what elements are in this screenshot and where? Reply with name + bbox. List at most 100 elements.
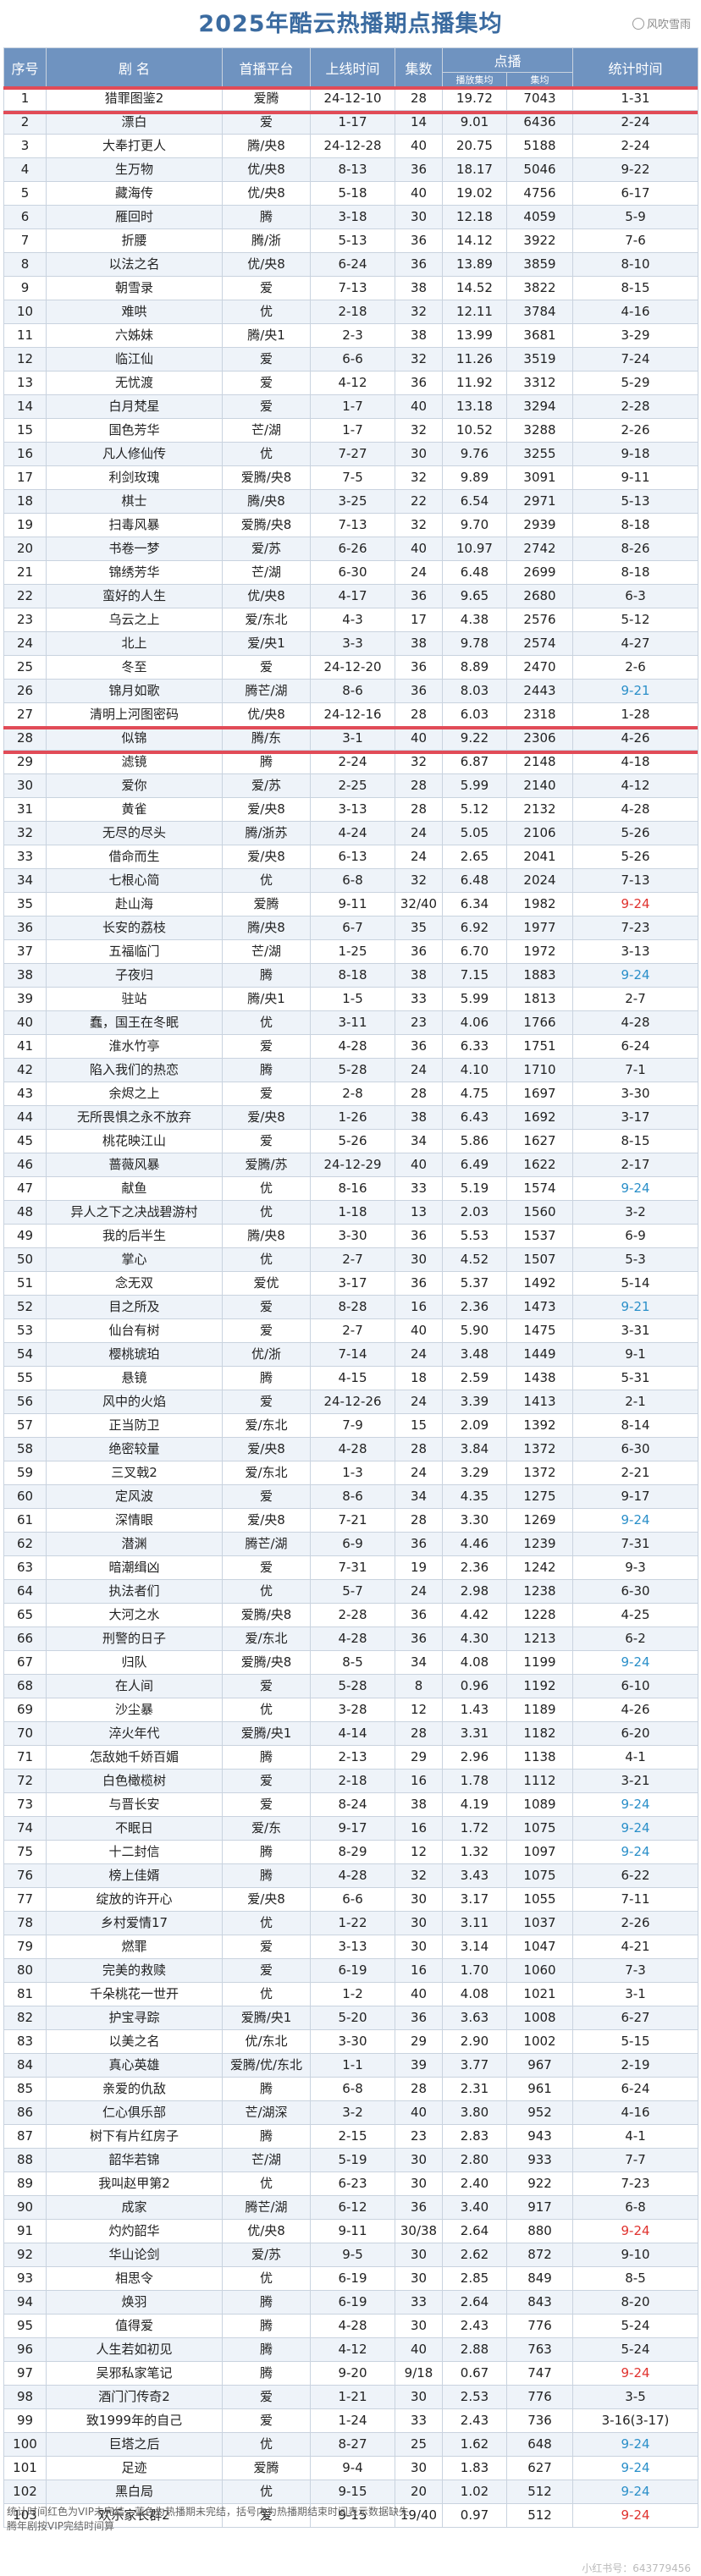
- cell-seq: 95: [3, 2314, 47, 2338]
- cell-platform: 爱: [222, 347, 311, 372]
- cell-plays: 0.67: [442, 2361, 507, 2386]
- table-row: 12 临江仙爱 6-6 32 11.26 3519 7-24: [3, 347, 699, 372]
- cell-seq: 46: [3, 1153, 47, 1177]
- cell-episodes: 32: [395, 513, 443, 537]
- cell-stat: 4-12: [572, 773, 699, 798]
- cell-stat: 5-31: [572, 1366, 699, 1390]
- cell-online: 8-16: [310, 1176, 395, 1201]
- cell-plays: 5.99: [442, 987, 507, 1011]
- cell-online: 9-11: [310, 2219, 395, 2243]
- cell-avg: 2024: [505, 868, 574, 893]
- cell-episodes: 36: [395, 371, 443, 395]
- table-row: 82 护宝寻踪 爱腾/央1 5-20 36 3.63 1008 6-27: [3, 2006, 699, 2030]
- cell-avg: 849: [505, 2266, 574, 2291]
- cell-stat: 9-24: [572, 2432, 699, 2457]
- ranking-table: 序号 剧 名 首播平台 上线时间 集数 点播 统计时间 播放集均 集均 1 猎罪图…: [3, 47, 699, 2528]
- col-online: 上线时间: [310, 47, 395, 87]
- cell-plays: 2.64: [442, 2290, 507, 2315]
- cell-episodes: 36: [395, 584, 443, 608]
- cell-avg: 1002: [505, 2029, 574, 2054]
- cell-avg: 1622: [505, 1153, 574, 1177]
- cell-online: 2-3: [310, 323, 395, 348]
- table-row: 11 六姊妹 腾/央1 2-3 38 13.99 3681 3-29: [3, 323, 699, 348]
- cell-online: 7-5: [310, 465, 395, 490]
- cell-stat: 2-7: [572, 987, 699, 1011]
- table-row: 45 桃花映江山爱 5-26 34 5.86 1627 8-15: [3, 1129, 699, 1153]
- cell-episodes: 15: [395, 1413, 443, 1438]
- cell-avg: 648: [505, 2432, 574, 2457]
- cell-platform: 爱: [222, 276, 311, 300]
- cell-plays: 11.92: [442, 371, 507, 395]
- cell-stat: 4-16: [572, 2100, 699, 2125]
- cell-name: 相思令: [46, 2266, 223, 2291]
- weibo-icon: [632, 18, 644, 30]
- cell-episodes: 40: [395, 134, 443, 158]
- cell-plays: 1.83: [442, 2456, 507, 2480]
- cell-episodes: 28: [395, 773, 443, 798]
- table-row: 91 灼灼韶华 优/央8 9-11 30/38 2.64 880 9-24: [3, 2219, 699, 2243]
- table-row: 19 扫毒风暴 爱腾/央8 7-13 32 9.70 2939 8-18: [3, 513, 699, 537]
- cell-online: 6-6: [310, 1887, 395, 1912]
- cell-seq: 56: [3, 1390, 47, 1414]
- cell-episodes: 34: [395, 1129, 443, 1153]
- cell-plays: 1.78: [442, 1769, 507, 1793]
- cell-name: 焕羽: [46, 2290, 223, 2315]
- cell-avg: 5188: [505, 134, 574, 158]
- cell-stat: 8-20: [572, 2290, 699, 2315]
- cell-seq: 81: [3, 1982, 47, 2006]
- cell-name: 折腰: [46, 228, 223, 253]
- cell-plays: 11.26: [442, 347, 507, 372]
- cell-seq: 50: [3, 1247, 47, 1272]
- cell-seq: 72: [3, 1769, 47, 1793]
- cell-online: 7-21: [310, 1508, 395, 1533]
- cell-avg: 1766: [505, 1010, 574, 1035]
- cell-name: 子夜归: [46, 963, 223, 988]
- cell-online: 6-19: [310, 2290, 395, 2315]
- cell-avg: 1537: [505, 1224, 574, 1248]
- cell-episodes: 30: [395, 1247, 443, 1272]
- cell-name: 刑警的日子: [46, 1627, 223, 1651]
- cell-name: 凡人修仙传: [46, 442, 223, 466]
- cell-episodes: 34: [395, 1484, 443, 1509]
- cell-avg: 1112: [505, 1769, 574, 1793]
- cell-name: 雁回时: [46, 205, 223, 229]
- col-stat: 统计时间: [572, 47, 699, 87]
- table-row: 74 不眠日 爱/东 9-17 16 1.72 1075 9-24: [3, 1816, 699, 1841]
- cell-plays: 9.65: [442, 584, 507, 608]
- cell-name: 榜上佳婿: [46, 1863, 223, 1888]
- cell-stat: 5-9: [572, 205, 699, 229]
- cell-episodes: 16: [395, 1816, 443, 1841]
- cell-stat: 3-17: [572, 1105, 699, 1130]
- cell-stat: 7-24: [572, 347, 699, 372]
- cell-name: 淮水竹亭: [46, 1034, 223, 1059]
- cell-episodes: 40: [395, 2337, 443, 2362]
- cell-online: 6-7: [310, 916, 395, 940]
- cell-avg: 1008: [505, 2006, 574, 2030]
- watermark-top: 风吹雪雨: [632, 15, 691, 31]
- cell-stat: 9-24: [572, 1840, 699, 1864]
- cell-seq: 13: [3, 371, 47, 395]
- cell-platform: 爱优: [222, 1271, 311, 1296]
- cell-name: 掌心: [46, 1247, 223, 1272]
- cell-stat: 2-6: [572, 655, 699, 680]
- cell-online: 8-6: [310, 679, 395, 703]
- cell-stat: 4-28: [572, 1010, 699, 1035]
- cell-episodes: 36: [395, 1224, 443, 1248]
- cell-seq: 47: [3, 1176, 47, 1201]
- cell-episodes: 24: [395, 1579, 443, 1604]
- cell-plays: 12.18: [442, 205, 507, 229]
- cell-episodes: 36: [395, 1271, 443, 1296]
- cell-plays: 2.88: [442, 2337, 507, 2362]
- cell-plays: 1.72: [442, 1816, 507, 1841]
- cell-episodes: 28: [395, 702, 443, 727]
- cell-name: 足迹: [46, 2456, 223, 2480]
- cell-online: 1-7: [310, 394, 395, 419]
- cell-platform: 腾: [222, 1840, 311, 1864]
- watermark-bottom: 小红书号：643779456: [582, 2562, 691, 2574]
- cell-platform: 腾: [222, 1366, 311, 1390]
- cell-platform: 腾/央8: [222, 916, 311, 940]
- cell-avg: 961: [505, 2077, 574, 2101]
- cell-episodes: 36: [395, 1627, 443, 1651]
- cell-episodes: 32: [395, 418, 443, 443]
- table-row: 56 风中的火焰爱 24-12-26 24 3.39 1413 2-1: [3, 1390, 699, 1414]
